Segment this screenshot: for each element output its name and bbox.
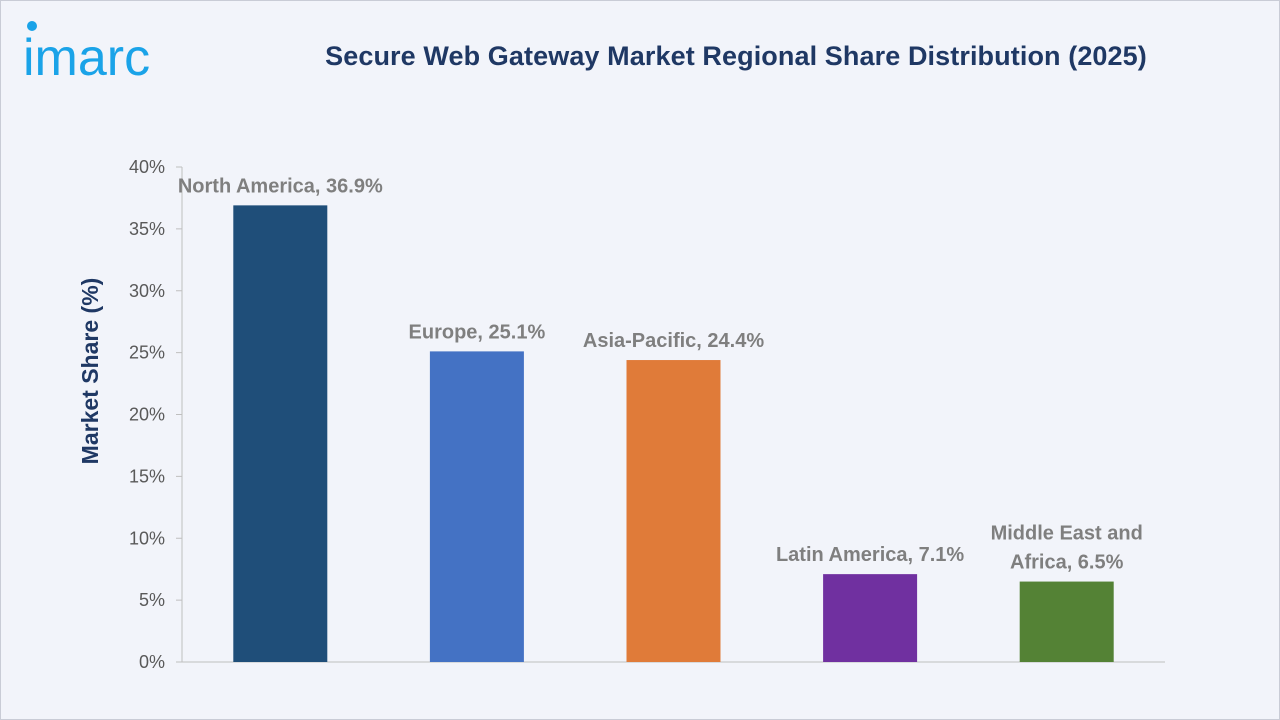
imarc-logo: imarc [23,21,150,87]
logo-text: imarc [23,29,150,87]
data-label: Asia-Pacific, 24.4% [583,330,764,352]
y-tick-label: 10% [129,528,165,548]
y-axis-title: Market Share (%) [77,278,103,465]
y-tick-label: 35% [129,219,165,239]
bar-middle-east-and-africa [1019,581,1114,662]
y-tick-label: 0% [139,652,165,672]
bar-asia-pacific [626,360,721,662]
y-tick-label: 30% [129,281,165,301]
data-label: Latin America, 7.1% [776,544,964,566]
bar-europe [429,351,524,662]
y-tick-label: 25% [129,343,165,363]
y-tick-label: 15% [129,466,165,486]
data-label: North America, 36.9% [178,175,383,197]
y-tick-label: 40% [129,157,165,177]
bars [233,205,1114,663]
axes: 0% 5% 10% 15% 20% 25% 30% 35% 40% [129,157,1165,672]
data-label: Middle East and Africa, 6.5% [991,523,1143,574]
data-labels: North America, 36.9% Europe, 25.1% Asia-Pa… [178,175,1143,573]
bar-latin-america [823,574,918,662]
chart-title: Secure Web Gateway Market Regional Share… [325,41,1147,71]
y-tick-label: 20% [129,405,165,425]
y-tick-label: 5% [139,590,165,610]
bar-north-america [233,205,328,663]
data-label: Europe, 25.1% [409,321,546,343]
